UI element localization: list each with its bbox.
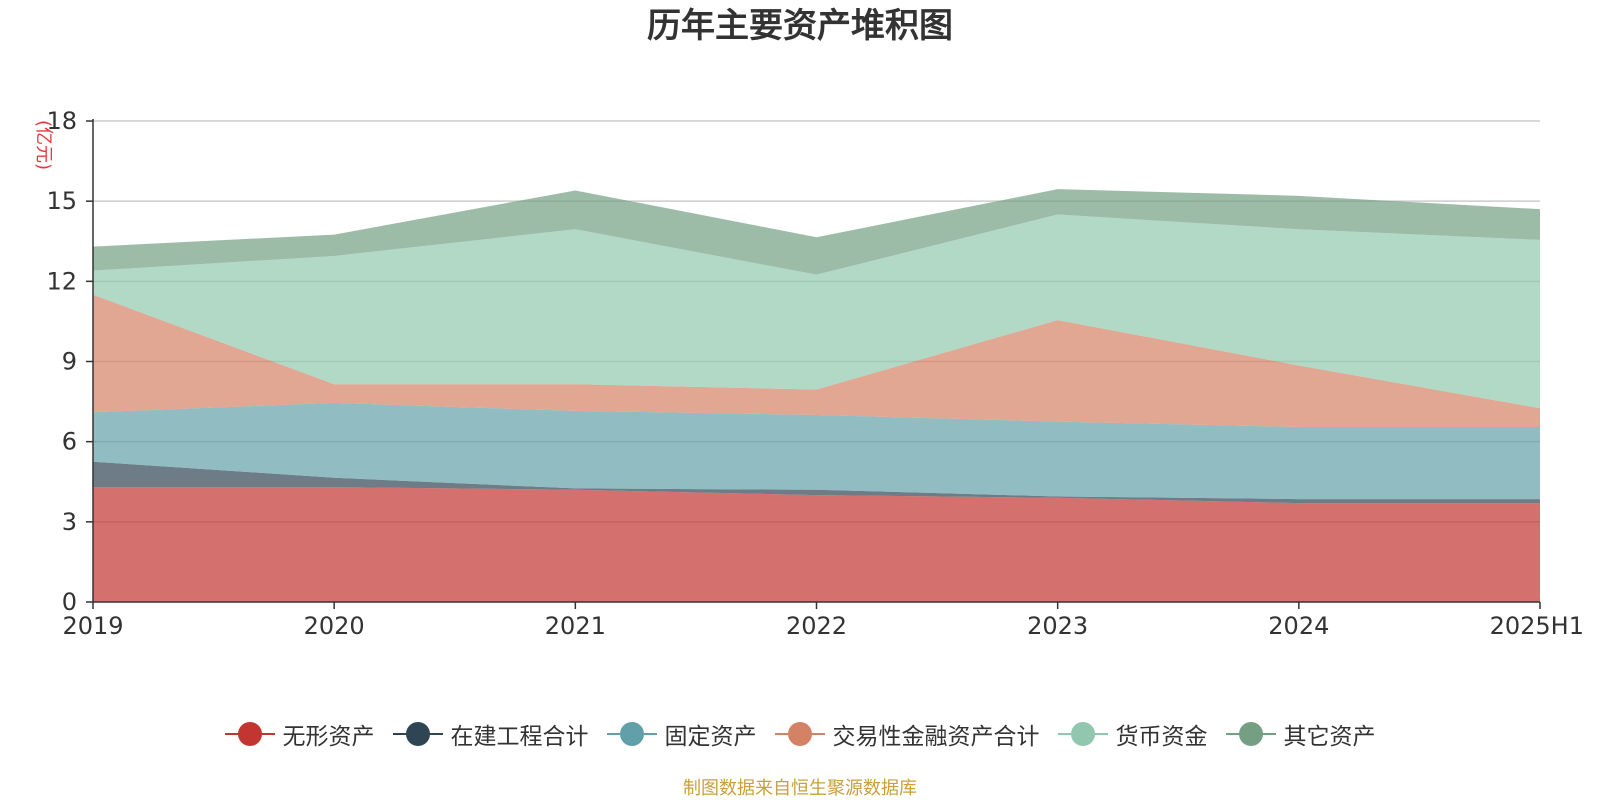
legend-item-5[interactable]: 货币资金 (1057, 717, 1208, 751)
x-tick-label: 2019 (62, 612, 123, 640)
y-tick-label: 0 (62, 588, 77, 616)
area-series-1 (93, 487, 1540, 602)
legend: 无形资产 在建工程合计 固定资产 交易性金融资产合计 货币资金 其它资产 (0, 712, 1600, 756)
legend-marker-dot (787, 722, 812, 746)
x-tick-label: 2020 (304, 612, 365, 640)
legend-marker-icon (1057, 721, 1108, 747)
x-tick-label: 2024 (1268, 612, 1329, 640)
legend-item-3[interactable]: 固定资产 (606, 717, 757, 751)
legend-item-4[interactable]: 交易性金融资产合计 (774, 717, 1040, 751)
x-tick-label: 2021 (545, 612, 606, 640)
legend-marker-dot (405, 722, 430, 746)
legend-label: 在建工程合计 (450, 724, 589, 750)
x-tick-label: 2025H1 (1490, 612, 1584, 640)
area-series-4 (93, 294, 1540, 427)
x-tick-label: 2022 (786, 612, 847, 640)
legend-label: 其它资产 (1283, 724, 1376, 750)
legend-marker-icon (606, 721, 657, 747)
y-tick-label: 6 (62, 428, 77, 456)
y-tick-label: 12 (46, 267, 77, 295)
legend-item-2[interactable]: 在建工程合计 (392, 717, 589, 751)
area-series-2 (93, 461, 1540, 504)
y-axis-unit-label: (亿元) (33, 120, 54, 170)
y-tick-label: 15 (46, 187, 77, 215)
area-series (93, 189, 1540, 602)
legend-marker-icon (392, 721, 443, 747)
legend-marker-icon (774, 721, 825, 747)
legend-marker-dot (237, 722, 262, 746)
y-tick-label: 3 (62, 508, 77, 536)
x-tick-label: 2023 (1027, 612, 1088, 640)
area-series-3 (93, 402, 1540, 500)
source-footnote: 制图数据来自恒生聚源数据库 (683, 778, 917, 799)
legend-marker-icon (1225, 721, 1276, 747)
legend-item-6[interactable]: 其它资产 (1225, 717, 1376, 751)
area-series-5 (93, 214, 1540, 409)
legend-marker-dot (619, 722, 644, 746)
legend-label: 无形资产 (282, 724, 375, 750)
y-tick-label: 18 (46, 107, 77, 135)
y-tick-label: 9 (62, 348, 77, 376)
legend-label: 货币资金 (1115, 724, 1208, 750)
legend-marker-icon (224, 721, 275, 747)
axes: 0 3 6 9 12 15 18 2019 2020 2021 2022 2023 2024 2025H1 (46, 107, 1584, 640)
legend-label: 固定资产 (664, 724, 757, 750)
area-series-6 (93, 189, 1540, 275)
legend-label: 交易性金融资产合计 (832, 724, 1040, 750)
legend-marker-dot (1070, 722, 1095, 746)
legend-marker-dot (1238, 722, 1263, 746)
legend-item-1[interactable]: 无形资产 (224, 717, 375, 751)
chart-title: 历年主要资产堆积图 (647, 6, 953, 46)
